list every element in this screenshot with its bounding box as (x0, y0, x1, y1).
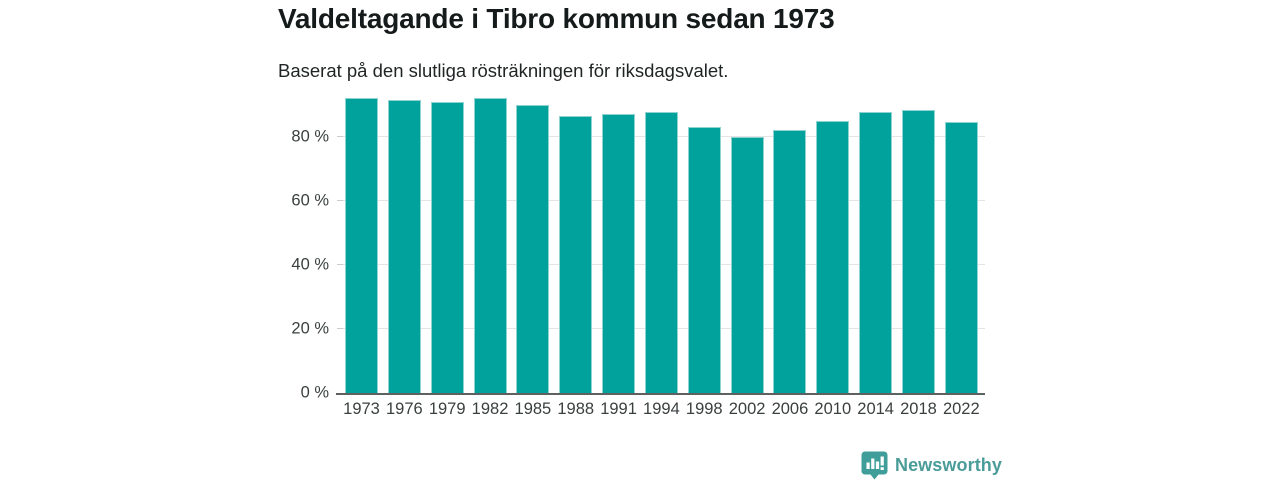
x-tick-label-2006: 2006 (771, 400, 809, 419)
chart-area: 0 % 20 % 40 % 60 % 80 % (278, 89, 1002, 402)
y-axis: 0 % 20 % 40 % 60 % 80 % (278, 89, 343, 402)
bar-1991 (602, 114, 636, 394)
x-axis: 1973 1976 1979 1982 1985 1988 1991 1994 1998 2002… (343, 400, 985, 419)
bar-1982 (473, 98, 507, 394)
plot-area (336, 89, 985, 396)
newsworthy-logo-text: Newsworthy (894, 455, 1002, 475)
newsworthy-logo-link[interactable]: Newsworthy (861, 451, 1002, 480)
y-tick-label-20: 20 % (291, 319, 329, 338)
y-tick-label-0: 0 % (300, 383, 329, 402)
y-tick-mark-20 (337, 328, 343, 330)
x-tick-label-2018: 2018 (900, 400, 937, 419)
y-tick-label-60: 60 % (291, 191, 329, 210)
y-tick-label-80: 80 % (291, 127, 329, 146)
bar-1988 (559, 116, 593, 394)
bar-1976 (387, 99, 421, 394)
bar-2022 (944, 122, 978, 394)
bar-1985 (516, 105, 550, 394)
x-tick-label-1994: 1994 (643, 400, 680, 419)
bar-2014 (859, 111, 893, 394)
y-tick-mark-60 (337, 200, 343, 202)
bar-1994 (644, 111, 678, 394)
bar-series (343, 89, 985, 394)
x-tick-label-2002: 2002 (728, 400, 766, 419)
bar-2006 (773, 130, 807, 394)
bar-2018 (901, 110, 935, 394)
x-tick-label-1976: 1976 (385, 400, 423, 419)
chart-title: Valdeltagande i Tibro kommun sedan 1973 (278, 3, 835, 34)
x-axis-line (336, 393, 985, 396)
x-tick-label-2022: 2022 (942, 400, 980, 419)
bar-1998 (687, 127, 721, 394)
y-tick-mark-40 (337, 264, 343, 266)
bar-2002 (730, 136, 764, 394)
x-tick-label-1982: 1982 (471, 400, 509, 419)
bar-2010 (816, 121, 850, 394)
newsworthy-badge-icon (861, 451, 888, 480)
x-tick-label-2014: 2014 (857, 400, 894, 419)
x-tick-label-1985: 1985 (514, 400, 552, 419)
bar-1973 (345, 98, 378, 394)
x-tick-label-2010: 2010 (814, 400, 852, 419)
bar-1979 (430, 102, 464, 394)
y-tick-label-40: 40 % (291, 255, 329, 274)
x-tick-label-1998: 1998 (685, 400, 723, 419)
x-tick-label-1991: 1991 (600, 400, 637, 419)
chart-figure: Valdeltagande i Tibro kommun sedan 1973 … (278, 3, 1002, 480)
y-tick-mark-80 (337, 136, 343, 138)
x-tick-label-1988: 1988 (557, 400, 595, 419)
x-tick-label-1973: 1973 (343, 400, 380, 419)
x-tick-label-1979: 1979 (428, 400, 466, 419)
chart-subtitle: Baserat på den slutliga rösträkningen fö… (278, 60, 729, 82)
